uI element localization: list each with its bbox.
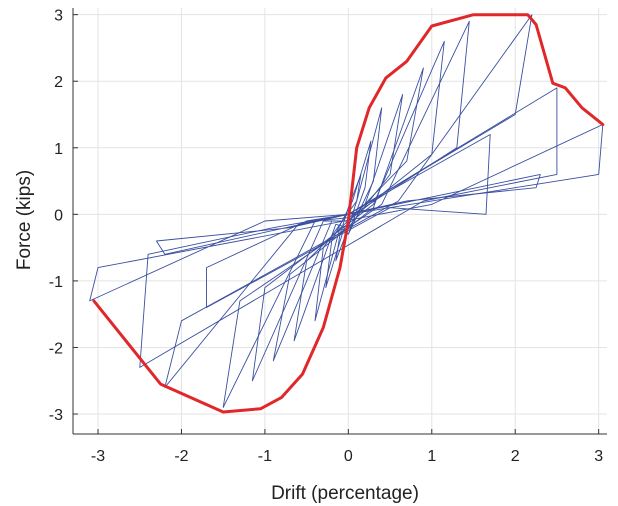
x-tick-label: 0 (344, 448, 353, 465)
hysteresis-loop-line (314, 107, 383, 322)
y-tick-label: 1 (54, 141, 63, 158)
y-tick-label: -3 (49, 407, 63, 424)
y-axis-label: Force (kips) (14, 170, 35, 270)
x-tick-label: 2 (511, 448, 520, 465)
x-tick-label: 3 (594, 448, 603, 465)
x-tick-label: -1 (258, 448, 272, 465)
hysteresis-loop-line (89, 124, 604, 302)
y-tick-label: -1 (49, 274, 63, 291)
hysteresis-loop-line (155, 173, 541, 255)
y-tick-label: -2 (49, 340, 63, 357)
hysteresis-loop-line (206, 134, 491, 308)
series-layer (89, 13, 605, 414)
hysteresis-loop-line (164, 14, 533, 388)
axes (72, 8, 607, 435)
x-tick-label: -3 (91, 448, 105, 465)
y-tick-label: 0 (54, 207, 63, 224)
x-tick-label: -2 (174, 448, 188, 465)
tick-labels: -3 -2 -1 0 1 2 3 -3 -2 -1 0 1 2 3 (49, 8, 603, 465)
y-tick-label: 3 (54, 8, 63, 25)
hysteresis-loop-line (222, 20, 470, 408)
backbone-envelope-line (92, 13, 605, 414)
x-axis-label: Drift (percentage) (271, 483, 419, 504)
x-tick-label: 1 (427, 448, 436, 465)
hysteresis-loop-line (139, 87, 558, 368)
y-tick-label: 2 (54, 74, 63, 91)
